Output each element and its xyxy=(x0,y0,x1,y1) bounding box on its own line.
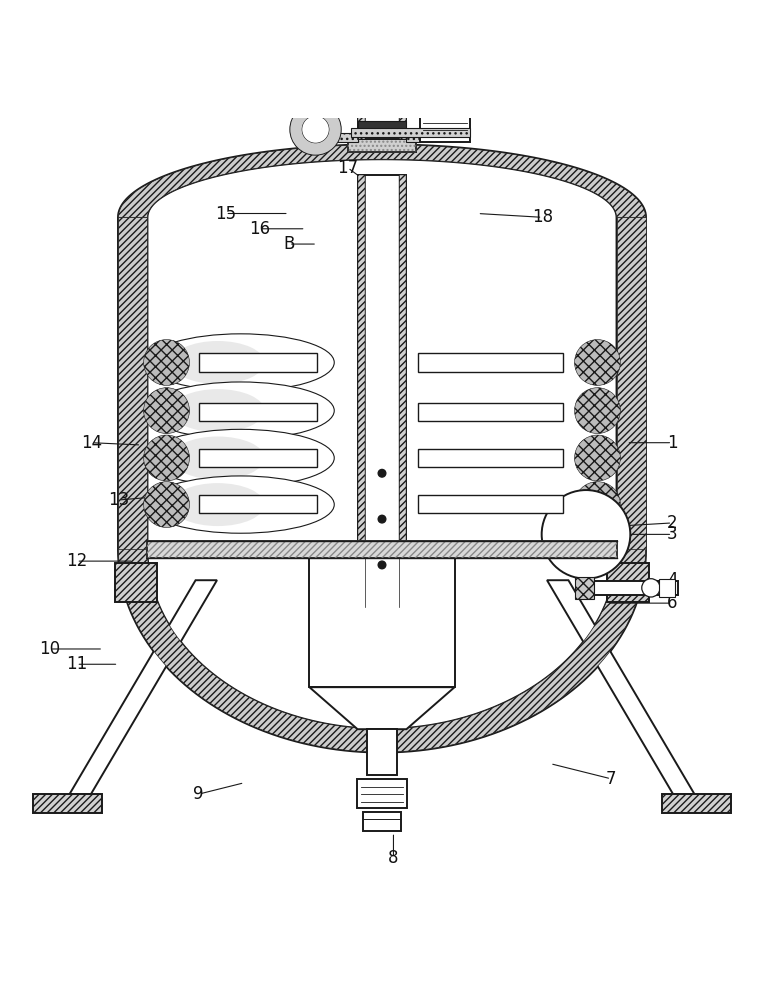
Bar xyxy=(659,579,675,597)
Bar xyxy=(418,403,563,421)
Text: 16: 16 xyxy=(249,220,270,238)
Circle shape xyxy=(302,116,329,143)
Polygon shape xyxy=(118,550,646,752)
Bar xyxy=(147,541,617,558)
Bar xyxy=(662,794,731,813)
Bar xyxy=(199,403,317,421)
Bar xyxy=(418,353,563,372)
Ellipse shape xyxy=(575,388,620,434)
Bar xyxy=(199,353,317,372)
Polygon shape xyxy=(309,687,455,729)
Bar xyxy=(607,563,649,602)
Ellipse shape xyxy=(147,429,334,487)
Bar xyxy=(353,74,411,84)
Bar xyxy=(337,133,358,142)
Ellipse shape xyxy=(144,435,189,481)
Bar xyxy=(420,98,470,142)
Polygon shape xyxy=(118,217,147,550)
Bar xyxy=(357,779,406,808)
Bar xyxy=(575,577,594,599)
Text: B: B xyxy=(283,235,294,253)
Bar xyxy=(594,581,678,595)
Bar xyxy=(33,794,102,813)
Circle shape xyxy=(378,515,386,523)
Bar xyxy=(418,449,563,467)
Text: 3: 3 xyxy=(667,525,678,543)
Text: 10: 10 xyxy=(39,640,60,658)
Ellipse shape xyxy=(171,436,264,479)
Bar xyxy=(348,139,416,152)
Ellipse shape xyxy=(171,389,264,432)
Text: A: A xyxy=(577,525,588,543)
Bar xyxy=(418,495,563,513)
Bar xyxy=(351,128,470,137)
Text: 12: 12 xyxy=(66,552,87,570)
Polygon shape xyxy=(617,217,646,550)
Text: 13: 13 xyxy=(108,491,129,509)
Ellipse shape xyxy=(144,482,189,528)
Text: 7: 7 xyxy=(606,770,617,788)
Circle shape xyxy=(290,104,341,155)
Text: 6: 6 xyxy=(667,594,678,612)
Bar xyxy=(309,558,455,687)
Ellipse shape xyxy=(147,334,334,391)
Ellipse shape xyxy=(575,435,620,481)
Text: 15: 15 xyxy=(215,205,236,223)
Bar xyxy=(406,131,420,142)
Circle shape xyxy=(542,490,630,579)
Bar xyxy=(367,729,397,775)
Wedge shape xyxy=(290,104,341,155)
Ellipse shape xyxy=(171,483,264,526)
Circle shape xyxy=(378,469,386,477)
Polygon shape xyxy=(70,580,217,794)
Text: 8: 8 xyxy=(388,849,399,867)
Polygon shape xyxy=(399,84,406,139)
Polygon shape xyxy=(118,145,646,217)
Text: 18: 18 xyxy=(532,208,553,226)
Bar xyxy=(358,175,406,607)
Text: 1: 1 xyxy=(667,434,678,452)
Text: 11: 11 xyxy=(66,655,87,673)
Text: 2: 2 xyxy=(667,514,678,532)
Ellipse shape xyxy=(144,340,189,385)
Polygon shape xyxy=(358,175,365,607)
Polygon shape xyxy=(358,84,365,139)
Bar xyxy=(199,495,317,513)
Bar xyxy=(115,563,157,602)
Bar xyxy=(358,84,406,139)
Text: 5: 5 xyxy=(667,583,678,601)
Bar xyxy=(348,139,416,152)
Ellipse shape xyxy=(147,382,334,439)
Text: 4: 4 xyxy=(667,571,678,589)
Ellipse shape xyxy=(144,388,189,434)
Polygon shape xyxy=(118,145,646,752)
Ellipse shape xyxy=(575,340,620,385)
Circle shape xyxy=(378,561,386,569)
Bar xyxy=(147,541,617,558)
Polygon shape xyxy=(547,580,694,794)
Circle shape xyxy=(642,579,660,597)
Ellipse shape xyxy=(171,341,264,384)
Text: 9: 9 xyxy=(193,785,204,803)
Ellipse shape xyxy=(147,476,334,533)
Bar xyxy=(199,449,317,467)
Text: 17: 17 xyxy=(337,159,358,177)
Bar xyxy=(358,121,406,136)
Ellipse shape xyxy=(575,482,620,528)
Bar xyxy=(363,812,401,831)
Polygon shape xyxy=(399,175,406,607)
Polygon shape xyxy=(147,159,617,729)
Text: 14: 14 xyxy=(81,434,102,452)
